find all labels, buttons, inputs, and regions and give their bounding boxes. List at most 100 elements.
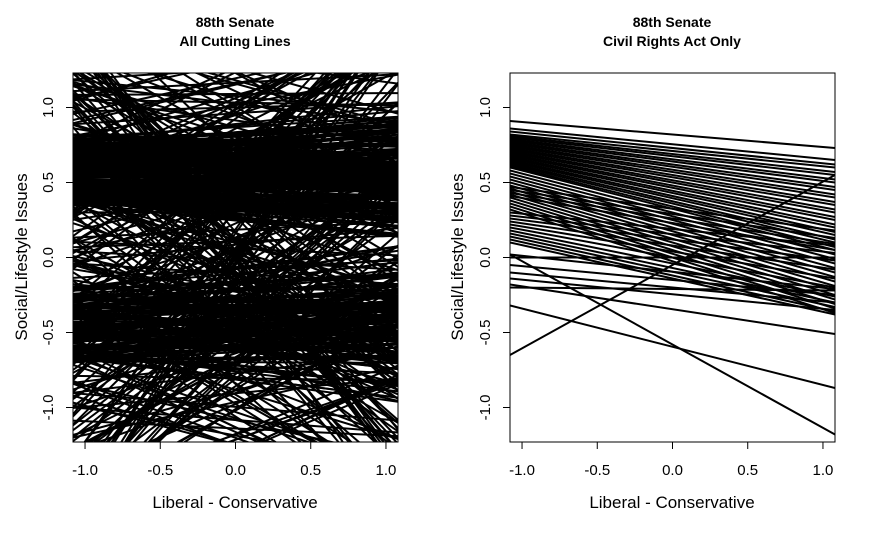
x-axis: -1.0 -0.5 0.0 0.5 1.0 <box>72 442 396 479</box>
y-tick-label: -0.5 <box>477 320 494 346</box>
cutting-lines <box>510 120 835 436</box>
cutting-line <box>510 253 835 290</box>
cutting-line <box>73 164 398 176</box>
cutting-line <box>510 154 835 221</box>
y-tick-label: -0.5 <box>40 320 57 346</box>
cutting-line <box>510 147 835 203</box>
x-tick-label: 1.0 <box>813 462 834 479</box>
x-axis: -1.0 -0.5 0.0 0.5 1.0 <box>509 442 833 479</box>
x-tick-label: -1.0 <box>72 462 98 479</box>
cutting-line <box>510 153 835 218</box>
cutting-line <box>510 175 835 265</box>
chart-subtitle: All Cutting Lines <box>179 33 290 49</box>
cutting-line <box>510 304 835 389</box>
cutting-line <box>510 214 835 254</box>
cutting-line <box>73 73 289 125</box>
x-axis-label: Liberal - Conservative <box>152 493 317 512</box>
cutting-line <box>510 253 835 436</box>
cutting-line <box>73 205 398 433</box>
cutting-line <box>73 199 398 237</box>
cutting-line <box>73 115 398 139</box>
cutting-line <box>73 419 398 438</box>
cutting-line <box>73 73 296 170</box>
cutting-line <box>510 193 835 292</box>
x-tick-label: 0.5 <box>300 462 321 479</box>
cutting-line <box>510 145 835 199</box>
x-tick-label: 1.0 <box>376 462 397 479</box>
cutting-line <box>510 133 835 169</box>
cutting-line <box>510 195 835 251</box>
y-axis-label: Social/Lifestyle Issues <box>12 173 31 340</box>
y-tick-label: 0.5 <box>40 172 57 193</box>
cutting-line <box>510 186 835 232</box>
cutting-line <box>510 189 835 239</box>
cutting-line <box>510 223 835 280</box>
cutting-line <box>73 162 398 197</box>
cutting-line <box>225 381 398 442</box>
cutting-line <box>73 263 398 360</box>
y-axis: -1.0 -0.5 0.0 0.5 1.0 <box>477 97 510 420</box>
cutting-line <box>73 355 398 362</box>
cutting-line <box>510 241 835 316</box>
cutting-line <box>510 202 835 305</box>
y-tick-label: -1.0 <box>40 395 57 421</box>
cutting-line <box>73 128 398 161</box>
cutting-line <box>510 139 835 184</box>
x-tick-label: -1.0 <box>509 462 535 479</box>
chart-title: 88th Senate <box>196 14 275 30</box>
cutting-line <box>73 227 398 263</box>
cutting-line <box>123 73 357 442</box>
x-tick-label: 0.0 <box>662 462 683 479</box>
cutting-line <box>73 73 227 144</box>
y-tick-label: 1.0 <box>40 97 57 118</box>
cutting-line <box>73 133 398 421</box>
chart-subtitle: Civil Rights Act Only <box>603 33 741 49</box>
cutting-line <box>510 150 835 211</box>
cutting-line <box>510 165 835 248</box>
y-tick-label: 1.0 <box>477 97 494 118</box>
x-axis-label: Liberal - Conservative <box>589 493 754 512</box>
cutting-line <box>510 127 835 161</box>
cutting-line <box>73 73 193 100</box>
cutting-line <box>73 101 398 426</box>
cutting-line <box>73 259 398 279</box>
cutting-line <box>73 330 398 354</box>
cutting-line <box>510 138 835 181</box>
cutting-line <box>73 365 398 439</box>
cutting-line <box>73 170 398 408</box>
cutting-line <box>73 311 278 442</box>
cutting-line <box>73 199 398 302</box>
cutting-line <box>510 220 835 271</box>
cutting-line <box>510 156 835 226</box>
cutting-line <box>510 229 835 298</box>
cutting-line <box>510 159 835 233</box>
cutting-line <box>177 318 398 442</box>
cutting-line <box>510 148 835 206</box>
x-tick-label: -0.5 <box>147 462 173 479</box>
cutting-line <box>510 142 835 191</box>
cutting-line <box>510 157 835 229</box>
cutting-line <box>73 73 331 312</box>
cutting-line <box>510 271 835 304</box>
cutting-line <box>510 174 835 356</box>
cutting-line <box>510 144 835 196</box>
cutting-lines <box>73 73 398 442</box>
cutting-line <box>73 184 398 188</box>
cutting-line <box>96 73 378 442</box>
cutting-line <box>73 352 398 394</box>
cutting-line <box>236 73 398 143</box>
cutting-line <box>73 343 398 362</box>
cutting-line <box>73 320 398 343</box>
cutting-line <box>73 355 398 399</box>
cutting-line <box>510 130 835 166</box>
cutting-line <box>73 156 398 168</box>
cutting-line <box>150 254 398 442</box>
x-tick-label: 0.5 <box>737 462 758 479</box>
cutting-line <box>205 73 398 127</box>
cutting-line <box>510 238 835 313</box>
cutting-line <box>73 324 398 348</box>
cutting-line <box>73 144 398 167</box>
x-tick-label: 0.0 <box>225 462 246 479</box>
cutting-line <box>510 151 835 214</box>
